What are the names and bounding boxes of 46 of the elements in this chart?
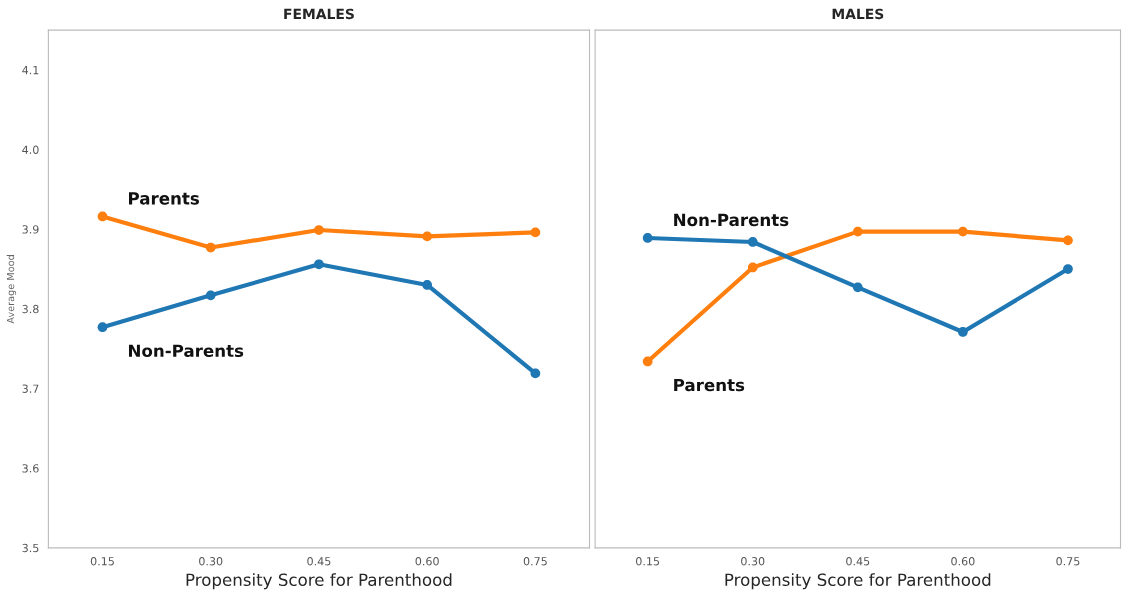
point bbox=[747, 237, 758, 247]
x-tick-label: 0.15 bbox=[90, 557, 114, 566]
point bbox=[1063, 235, 1073, 246]
y-tick-label: 3.8 bbox=[22, 304, 39, 314]
point bbox=[642, 233, 653, 243]
x-tick-label: 0.30 bbox=[741, 557, 765, 566]
x-axis-title: Propensity Score for Parenthood bbox=[725, 573, 991, 590]
point bbox=[422, 280, 433, 290]
x-axis-title: Propensity Score for Parenthood bbox=[186, 573, 452, 590]
point bbox=[97, 322, 108, 333]
point bbox=[97, 211, 108, 222]
point bbox=[422, 231, 433, 242]
chart-title: MALES bbox=[832, 8, 884, 20]
point bbox=[958, 226, 968, 237]
point bbox=[852, 226, 863, 237]
point bbox=[314, 259, 324, 270]
x-tick-label: 0.15 bbox=[636, 557, 660, 566]
y-tick-label: 3.9 bbox=[22, 225, 39, 234]
y-tick-label: 4.1 bbox=[22, 66, 39, 75]
y-tick-label: 3.7 bbox=[22, 384, 39, 393]
point bbox=[852, 282, 863, 293]
series-label: Parents bbox=[129, 192, 199, 205]
y-tick-label: 4.0 bbox=[22, 145, 39, 154]
point bbox=[642, 356, 653, 367]
x-tick-label: 0.45 bbox=[307, 557, 331, 566]
x-tick-label: 0.30 bbox=[199, 557, 223, 566]
point bbox=[314, 225, 324, 235]
point bbox=[530, 227, 541, 238]
y-axis-title: Average Mood bbox=[6, 255, 17, 324]
series-label: Parents bbox=[674, 378, 745, 392]
x-tick-label: 0.60 bbox=[951, 557, 975, 566]
x-tick-label: 0.75 bbox=[523, 557, 547, 566]
point bbox=[747, 262, 758, 273]
series-label: Non-Parents bbox=[129, 344, 244, 358]
x-tick-label: 0.45 bbox=[846, 557, 870, 566]
series-label: Non-Parents bbox=[674, 213, 789, 227]
y-tick-label: 3.6 bbox=[22, 464, 39, 473]
x-tick-label: 0.60 bbox=[415, 557, 439, 566]
y-tick-label: 3.5 bbox=[22, 543, 39, 553]
point bbox=[1063, 264, 1073, 274]
chart-title: FEMALES bbox=[284, 8, 354, 20]
x-tick-label: 0.75 bbox=[1056, 557, 1080, 566]
point bbox=[205, 290, 216, 301]
point bbox=[205, 242, 216, 253]
point bbox=[530, 368, 541, 379]
point bbox=[958, 327, 968, 337]
